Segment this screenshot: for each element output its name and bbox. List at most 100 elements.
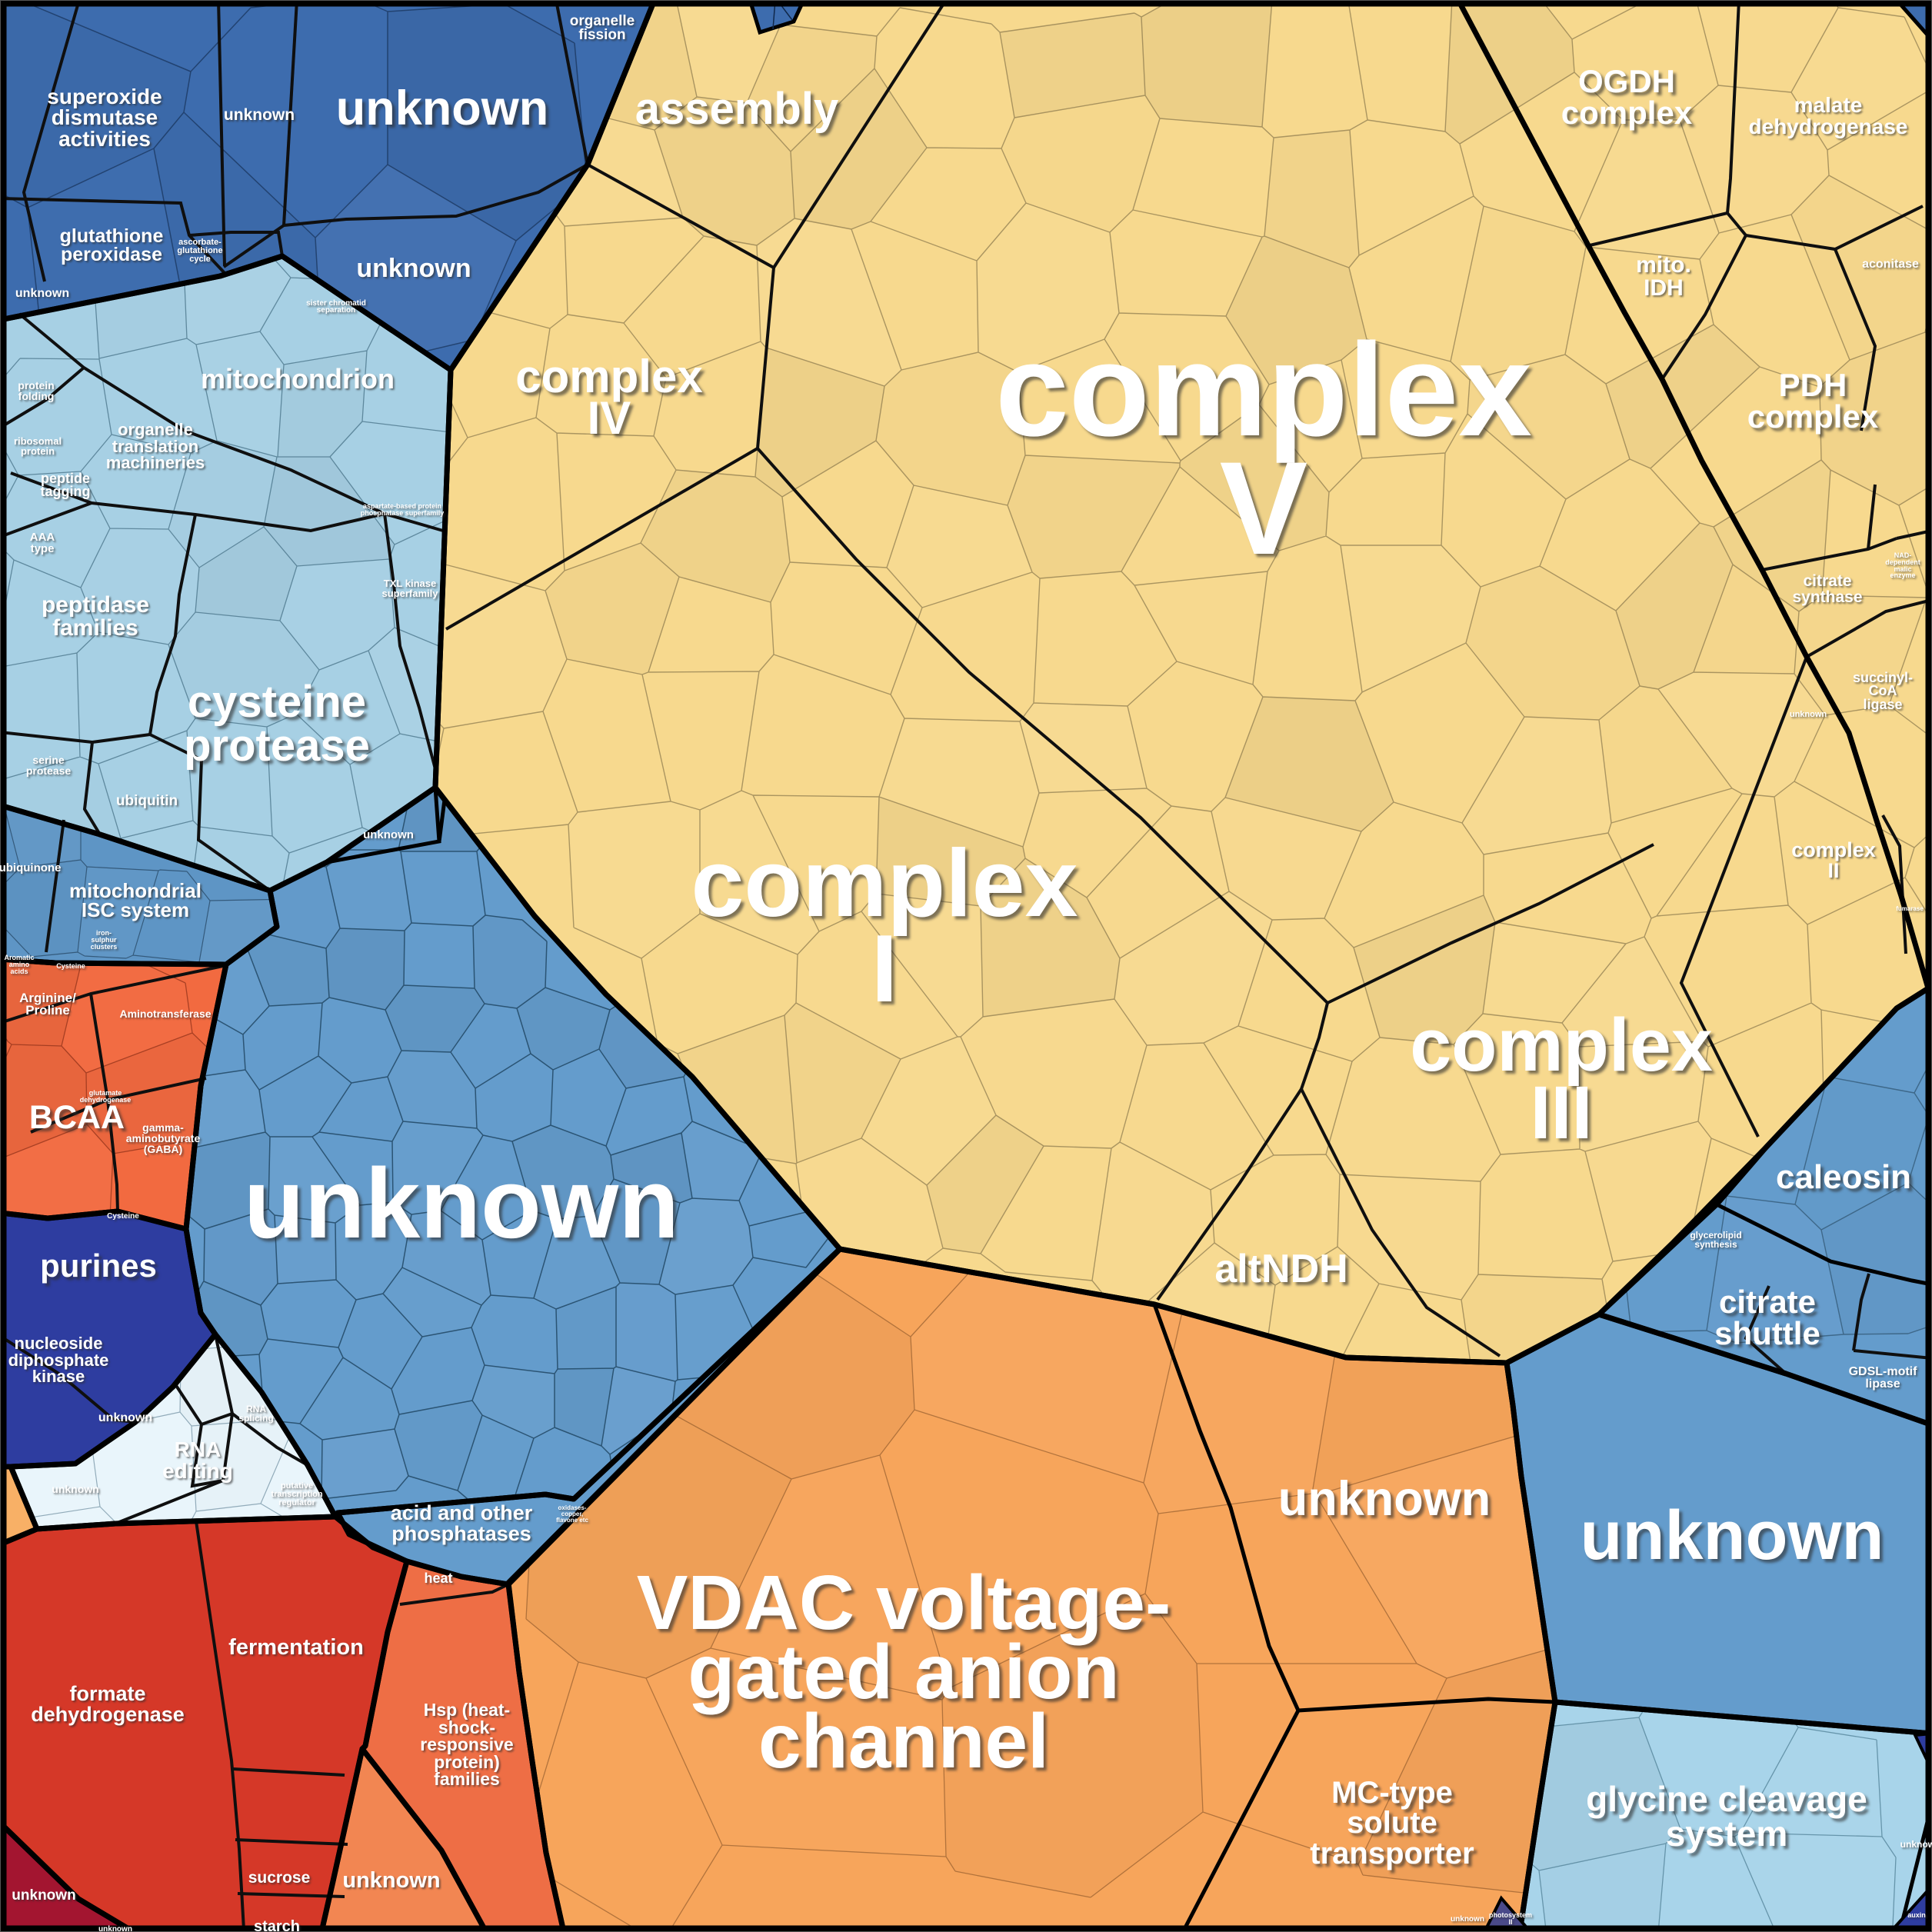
svg-text:gamma-: gamma- xyxy=(142,1121,184,1134)
svg-text:AAA: AAA xyxy=(30,531,55,544)
svg-text:glycine cleavage: glycine cleavage xyxy=(1586,1779,1867,1819)
svg-text:Arginine/: Arginine/ xyxy=(19,991,76,1005)
svg-text:channel: channel xyxy=(758,1698,1049,1784)
svg-text:mitochondrion: mitochondrion xyxy=(201,363,395,395)
svg-text:dehydrogenase: dehydrogenase xyxy=(1749,115,1908,138)
svg-text:protease: protease xyxy=(184,721,370,771)
svg-text:protease: protease xyxy=(26,764,72,777)
svg-text:unknown: unknown xyxy=(1581,1497,1884,1574)
svg-text:iron-: iron- xyxy=(96,929,112,937)
svg-text:unknown: unknown xyxy=(356,254,471,283)
svg-text:IV: IV xyxy=(588,392,631,444)
svg-text:organelle: organelle xyxy=(118,420,193,439)
svg-text:gated anion: gated anion xyxy=(688,1629,1119,1715)
svg-text:shuttle: shuttle xyxy=(1714,1315,1820,1351)
svg-text:mitochondrial: mitochondrial xyxy=(69,879,202,902)
svg-text:organelle: organelle xyxy=(570,13,635,29)
svg-text:type: type xyxy=(31,542,55,555)
svg-text:RNA: RNA xyxy=(246,1404,266,1414)
svg-text:malate: malate xyxy=(1794,93,1863,117)
svg-text:phosphatase superfamily: phosphatase superfamily xyxy=(361,509,445,517)
svg-text:auxin: auxin xyxy=(1907,1911,1926,1919)
svg-text:tagging: tagging xyxy=(41,484,91,499)
svg-text:unknown: unknown xyxy=(15,287,69,300)
svg-text:phosphatases: phosphatases xyxy=(391,1522,531,1545)
svg-text:families: families xyxy=(52,615,138,641)
svg-text:complex: complex xyxy=(515,351,702,402)
svg-text:peptide: peptide xyxy=(41,471,90,486)
svg-text:synthase: synthase xyxy=(1792,588,1862,606)
svg-text:complex: complex xyxy=(1561,95,1693,131)
svg-text:folding: folding xyxy=(18,390,55,402)
svg-text:acids: acids xyxy=(10,968,28,975)
svg-text:nucleoside: nucleoside xyxy=(15,1334,103,1353)
svg-text:peroxidase: peroxidase xyxy=(61,244,162,265)
svg-text:unknown: unknown xyxy=(1790,710,1827,719)
svg-text:aconitase: aconitase xyxy=(1862,258,1919,271)
svg-text:IDH: IDH xyxy=(1644,275,1684,301)
svg-text:complex: complex xyxy=(691,831,1078,937)
svg-text:glutamate: glutamate xyxy=(89,1089,122,1097)
svg-text:kinase: kinase xyxy=(32,1367,85,1386)
svg-text:GDSL-motif: GDSL-motif xyxy=(1849,1365,1918,1378)
svg-text:copper,: copper, xyxy=(561,1511,583,1517)
svg-text:purines: purines xyxy=(40,1247,157,1284)
svg-text:unknown: unknown xyxy=(224,106,295,124)
svg-text:complex: complex xyxy=(1747,398,1879,435)
svg-text:fermentation: fermentation xyxy=(228,1635,364,1660)
svg-text:succinyl-: succinyl- xyxy=(1853,670,1913,685)
svg-text:OGDH: OGDH xyxy=(1578,63,1675,99)
svg-text:ubiquinone: ubiquinone xyxy=(0,861,61,874)
svg-text:altNDH: altNDH xyxy=(1214,1247,1347,1291)
svg-text:Hsp (heat-: Hsp (heat- xyxy=(424,1700,510,1720)
svg-text:complex: complex xyxy=(995,316,1532,464)
svg-text:assembly: assembly xyxy=(635,84,838,134)
svg-text:sucrose: sucrose xyxy=(248,1869,311,1887)
svg-text:mito.: mito. xyxy=(1636,252,1691,278)
svg-text:enzyme: enzyme xyxy=(1890,571,1915,579)
svg-text:sister chromatid: sister chromatid xyxy=(306,299,366,308)
svg-text:aspartate-based protein: aspartate-based protein xyxy=(363,502,441,510)
svg-text:putative: putative xyxy=(281,1481,313,1491)
svg-text:activities: activities xyxy=(58,127,151,151)
svg-text:unknown: unknown xyxy=(98,1925,132,1932)
svg-text:system: system xyxy=(1666,1814,1788,1854)
svg-text:Cysteine: Cysteine xyxy=(107,1212,139,1221)
svg-text:cysteine: cysteine xyxy=(188,677,366,727)
svg-text:unknown: unknown xyxy=(336,82,548,135)
svg-text:I: I xyxy=(871,916,898,1022)
svg-text:dismutase: dismutase xyxy=(52,105,158,129)
svg-text:flavone etc: flavone etc xyxy=(556,1517,588,1524)
svg-text:sulphur: sulphur xyxy=(92,936,117,944)
svg-text:protein: protein xyxy=(18,379,54,391)
svg-text:transcription: transcription xyxy=(271,1490,323,1499)
svg-text:unknown: unknown xyxy=(244,1148,679,1259)
svg-text:peptidase: peptidase xyxy=(42,592,149,618)
svg-text:glutathione: glutathione xyxy=(177,246,222,255)
svg-text:editing: editing xyxy=(162,1459,233,1483)
svg-text:solute: solute xyxy=(1347,1806,1437,1840)
svg-text:complex: complex xyxy=(1791,838,1876,861)
svg-text:Cysteine: Cysteine xyxy=(56,962,85,970)
svg-text:translation: translation xyxy=(112,437,198,456)
svg-text:CoA: CoA xyxy=(1869,683,1897,698)
svg-text:V: V xyxy=(1220,435,1308,582)
svg-text:ubiquitin: ubiquitin xyxy=(116,793,178,809)
svg-text:amino: amino xyxy=(9,961,30,968)
svg-text:ligase: ligase xyxy=(1863,697,1902,712)
svg-text:dependent: dependent xyxy=(1885,558,1920,566)
svg-text:complex: complex xyxy=(1410,1003,1713,1087)
svg-text:cycle: cycle xyxy=(189,255,211,264)
svg-text:glutathione: glutathione xyxy=(60,225,164,247)
svg-text:unknown: unknown xyxy=(363,828,414,841)
svg-text:BCAA: BCAA xyxy=(29,1099,125,1136)
svg-text:VDAC voltage-: VDAC voltage- xyxy=(637,1560,1171,1646)
svg-text:unknown: unknown xyxy=(342,1868,440,1893)
svg-text:Proline: Proline xyxy=(25,1003,70,1018)
svg-text:citrate: citrate xyxy=(1803,572,1851,590)
svg-text:Aromatic: Aromatic xyxy=(4,954,34,961)
svg-text:NAD-: NAD- xyxy=(1894,551,1912,559)
svg-text:splicing: splicing xyxy=(238,1413,273,1424)
svg-text:ISC system: ISC system xyxy=(82,898,189,921)
svg-text:machineries: machineries xyxy=(106,453,205,472)
